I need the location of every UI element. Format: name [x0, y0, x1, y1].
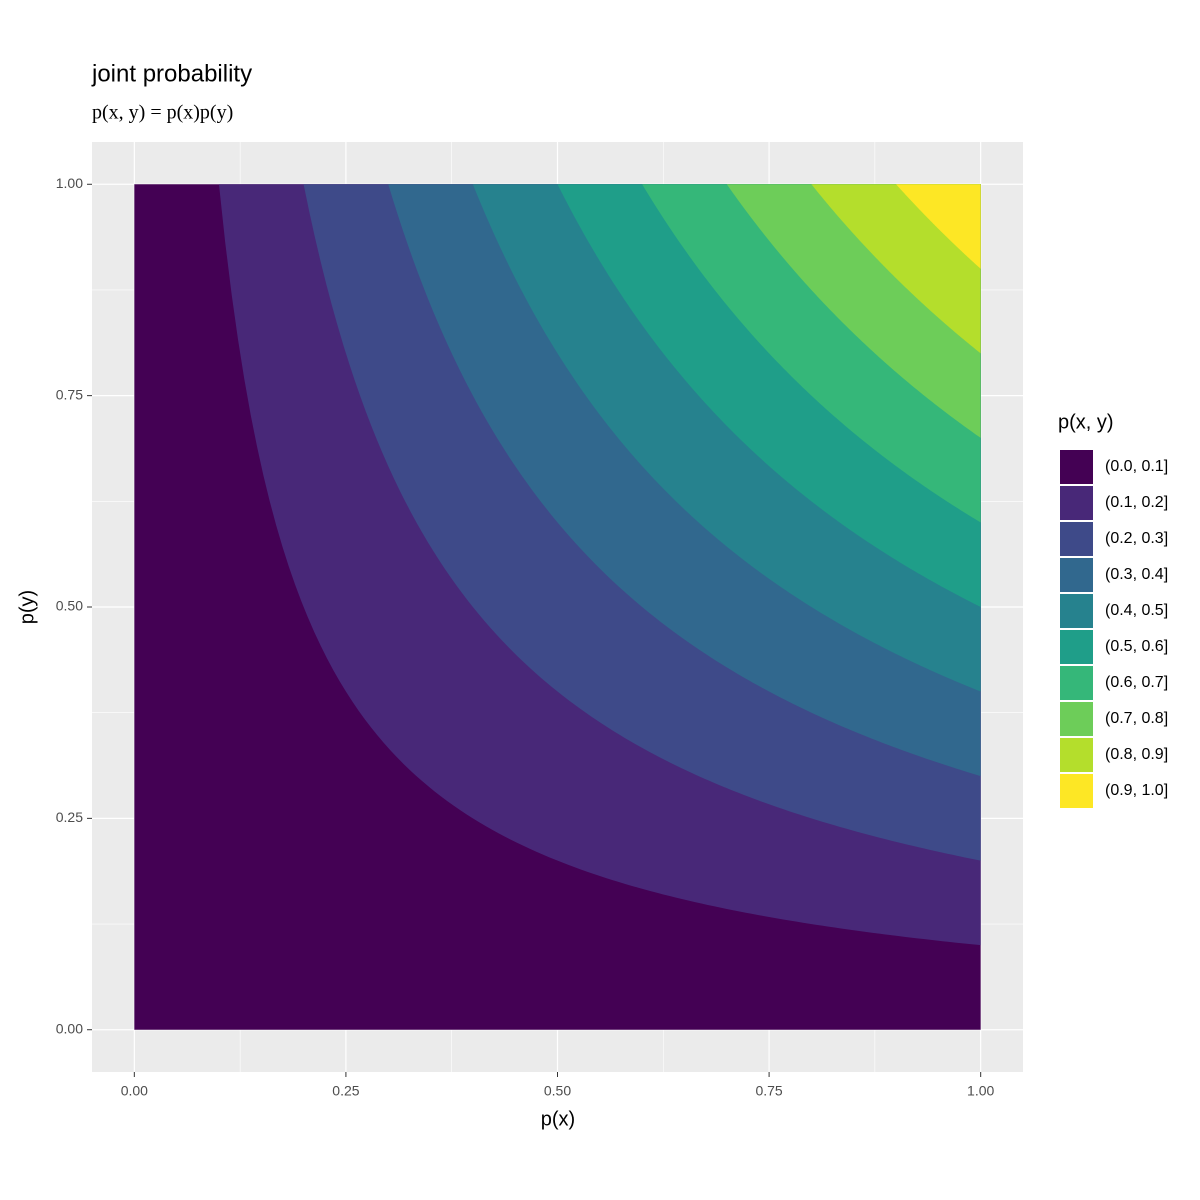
- legend-key: [1060, 450, 1093, 484]
- legend-key: [1060, 522, 1093, 556]
- legend-label: (0.1, 0.2]: [1105, 494, 1168, 511]
- y-tick-label: 0.00: [56, 1020, 83, 1036]
- legend-key: [1060, 738, 1093, 772]
- y-tick-label: 0.50: [56, 598, 83, 614]
- legend-label: (0.8, 0.9]: [1105, 746, 1168, 763]
- x-tick-label: 1.00: [967, 1083, 994, 1099]
- x-tick-label: 0.25: [332, 1083, 359, 1099]
- chart-subtitle: p(x, y) = p(x)p(y): [92, 102, 233, 124]
- legend-key: [1060, 774, 1093, 808]
- x-axis-title: p(x): [541, 1108, 575, 1130]
- x-tick-label: 0.50: [544, 1083, 571, 1099]
- y-tick-label: 1.00: [56, 175, 83, 191]
- legend-label: (0.7, 0.8]: [1105, 710, 1168, 727]
- y-axis-title: p(y): [16, 590, 38, 624]
- legend-key: [1060, 558, 1093, 592]
- legend-label: (0.5, 0.6]: [1105, 638, 1168, 655]
- legend-key: [1060, 486, 1093, 520]
- legend-key: [1060, 702, 1093, 736]
- y-tick-label: 0.75: [56, 386, 83, 402]
- legend-key: [1060, 594, 1093, 628]
- y-tick-label: 0.25: [56, 809, 83, 825]
- legend-label: (0.0, 0.1]: [1105, 458, 1168, 475]
- legend-key: [1060, 630, 1093, 664]
- legend-label: (0.4, 0.5]: [1105, 602, 1168, 619]
- legend-label: (0.3, 0.4]: [1105, 566, 1168, 583]
- legend-label: (0.6, 0.7]: [1105, 674, 1168, 691]
- x-tick-label: 0.00: [121, 1083, 148, 1099]
- legend-label: (0.2, 0.3]: [1105, 530, 1168, 547]
- legend-title: p(x, y): [1058, 411, 1114, 433]
- contour-band: [896, 184, 981, 269]
- chart-title: joint probability: [91, 60, 252, 87]
- legend-label: (0.9, 1.0]: [1105, 782, 1168, 799]
- x-tick-label: 0.75: [755, 1083, 782, 1099]
- legend-key: [1060, 666, 1093, 700]
